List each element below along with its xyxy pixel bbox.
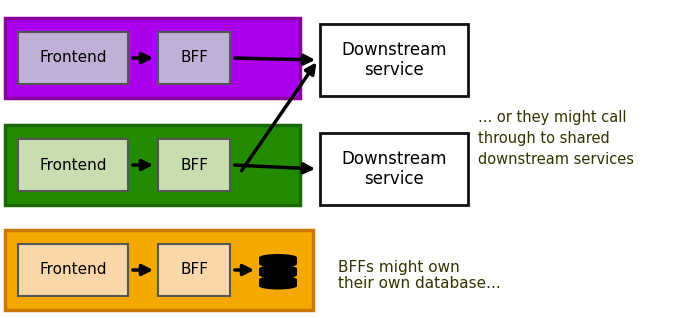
Text: Frontend: Frontend xyxy=(39,157,107,172)
Ellipse shape xyxy=(259,254,297,261)
Text: BFF: BFF xyxy=(180,262,208,278)
Text: BFF: BFF xyxy=(180,157,208,172)
Bar xyxy=(18,32,128,84)
Text: Downstream
service: Downstream service xyxy=(341,149,447,188)
Text: BFFs might own: BFFs might own xyxy=(338,260,460,275)
Bar xyxy=(18,244,128,296)
Text: Frontend: Frontend xyxy=(39,262,107,278)
Ellipse shape xyxy=(259,265,297,272)
Bar xyxy=(259,268,297,275)
Bar xyxy=(5,125,300,205)
Bar xyxy=(158,32,230,84)
Bar xyxy=(320,24,468,96)
Text: their own database...: their own database... xyxy=(338,276,500,291)
Text: Downstream
service: Downstream service xyxy=(341,41,447,80)
Ellipse shape xyxy=(259,276,297,283)
Bar xyxy=(259,280,297,286)
Ellipse shape xyxy=(259,272,297,279)
Text: ... or they might call
through to shared
downstream services: ... or they might call through to shared… xyxy=(478,110,634,167)
Text: Frontend: Frontend xyxy=(39,51,107,66)
Bar xyxy=(158,139,230,191)
Ellipse shape xyxy=(259,282,297,289)
Bar xyxy=(5,230,313,310)
Bar xyxy=(320,133,468,205)
Bar xyxy=(5,18,300,98)
Bar xyxy=(18,139,128,191)
Bar xyxy=(158,244,230,296)
Ellipse shape xyxy=(259,260,297,267)
Text: BFF: BFF xyxy=(180,51,208,66)
Bar xyxy=(259,258,297,264)
